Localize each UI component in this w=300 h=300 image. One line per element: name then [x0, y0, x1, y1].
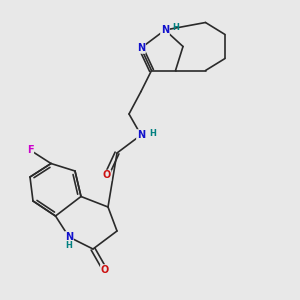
Text: H: H	[172, 23, 179, 32]
Text: H: H	[65, 242, 72, 250]
Text: F: F	[27, 145, 33, 155]
Text: N: N	[137, 130, 145, 140]
Text: H: H	[149, 129, 156, 138]
Text: N: N	[161, 25, 169, 35]
Text: N: N	[65, 232, 73, 242]
Text: N: N	[137, 43, 145, 53]
Text: O: O	[102, 170, 111, 181]
Text: O: O	[101, 265, 109, 275]
